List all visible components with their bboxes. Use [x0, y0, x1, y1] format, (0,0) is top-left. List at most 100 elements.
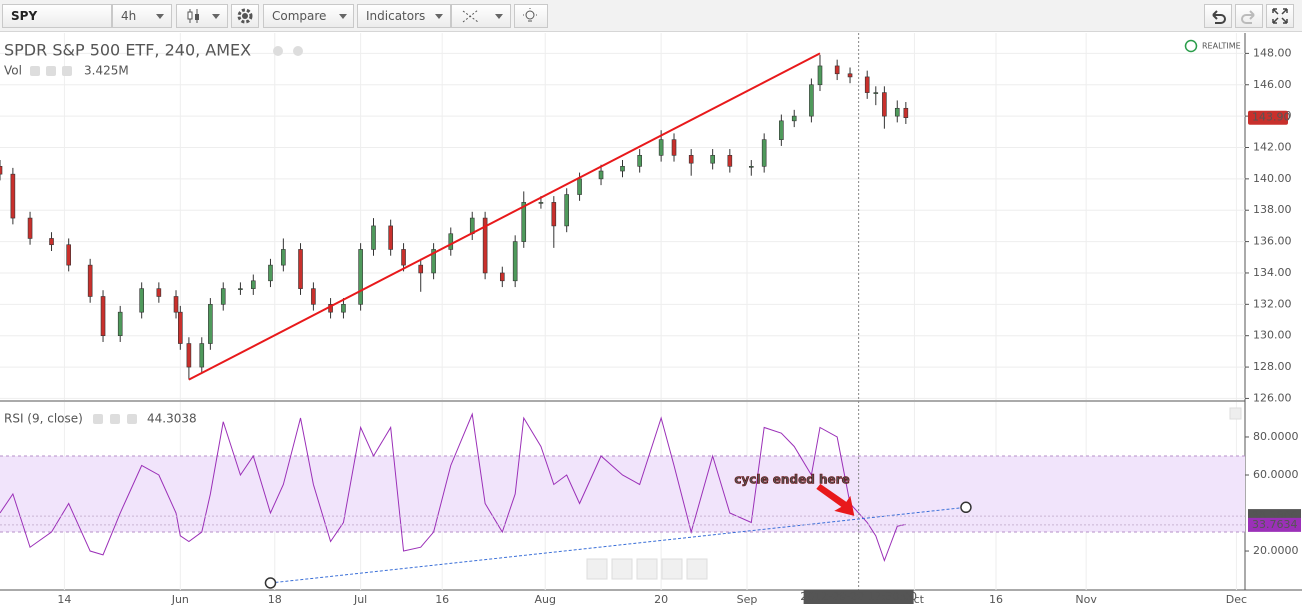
candle-body	[809, 84, 814, 117]
x-tick-label: 18	[268, 593, 282, 606]
x-tick-label: 16	[435, 593, 449, 606]
candle-body	[577, 178, 582, 195]
rsi-value: 44.3038	[147, 412, 197, 426]
y-tick-label: 128.00	[1253, 360, 1292, 373]
candle-body	[482, 217, 488, 274]
compare: Compare	[272, 9, 327, 23]
candle-body	[658, 139, 664, 156]
candle-body	[341, 304, 346, 313]
indicators: Indicators	[366, 9, 426, 23]
rsi-band	[0, 455, 1245, 533]
x-tick-label: Aug	[534, 593, 555, 606]
candle-body	[178, 311, 183, 344]
candle-body	[817, 65, 823, 86]
y-tick-label: 140.00	[1253, 172, 1292, 185]
candle-body	[598, 170, 604, 180]
navigation-bar	[586, 558, 708, 580]
last-price-tag	[1248, 110, 1288, 125]
candle-body	[208, 304, 213, 344]
candle-body	[637, 155, 642, 167]
redo-icon	[1241, 10, 1255, 24]
x-tick-label: Nov	[1075, 593, 1097, 606]
drawing-tools[interactable]	[451, 4, 511, 28]
candle-body	[238, 288, 243, 290]
chart-style[interactable]	[176, 4, 228, 28]
realtime-label: REALTIME	[1202, 42, 1241, 51]
legend-icon	[46, 66, 56, 76]
y-tick-label: 142.00	[1253, 140, 1292, 153]
caret	[435, 14, 443, 19]
legend-icon	[273, 46, 283, 56]
candle-body	[371, 225, 376, 250]
candle-body	[864, 76, 870, 93]
candle-body	[10, 173, 16, 219]
candle-body	[186, 343, 192, 368]
candle-body	[834, 65, 840, 75]
caret	[495, 14, 503, 19]
ideas[interactable]	[514, 4, 548, 28]
y-tick-label: 146.00	[1253, 78, 1292, 91]
y-tick-label: 148.00	[1253, 46, 1292, 59]
volume-label: Vol	[4, 64, 22, 78]
y-tick-label: 130.00	[1253, 329, 1292, 342]
candle-body	[100, 296, 106, 336]
rsi-title: RSI (9, close)	[4, 412, 83, 426]
candle-body	[779, 120, 784, 140]
x-tick-label: Jul	[353, 593, 367, 606]
candle-body	[620, 166, 625, 172]
trend-line	[270, 506, 967, 584]
nav-button[interactable]	[586, 558, 608, 580]
candle-body	[791, 115, 797, 122]
candle-body	[564, 194, 569, 227]
candle-body	[847, 73, 853, 78]
indicators-button[interactable]: Indicators	[357, 4, 451, 28]
fullscreen[interactable]	[1266, 4, 1294, 28]
symbol-input[interactable]: SPY	[2, 4, 112, 28]
price-tag-label: 33.7634	[1252, 518, 1298, 531]
interval-select[interactable]: 4h	[112, 4, 172, 28]
candle-body	[0, 166, 3, 175]
candle-body	[139, 288, 144, 313]
annotation-arrow	[816, 483, 855, 516]
realtime-icon	[1184, 39, 1198, 53]
candle-body	[49, 238, 54, 246]
candle-body	[671, 139, 677, 156]
bulb	[523, 8, 537, 22]
candle-body	[281, 249, 286, 266]
trend-handle	[264, 577, 277, 589]
candle-body	[521, 202, 527, 242]
nav-button[interactable]	[661, 558, 683, 580]
caret	[212, 14, 220, 19]
nav-button[interactable]	[686, 558, 708, 580]
candle-body	[220, 288, 226, 305]
y-tick-label: 134.00	[1253, 266, 1292, 279]
candle-body	[882, 92, 887, 117]
panel-maximize	[1229, 407, 1242, 420]
undo[interactable]	[1204, 4, 1232, 28]
candle-body	[512, 241, 518, 282]
candle-body	[27, 217, 33, 239]
settings[interactable]	[231, 4, 259, 28]
legend-icon	[293, 46, 303, 56]
compare-button[interactable]: Compare	[263, 4, 354, 28]
crosshair-tag	[803, 590, 914, 604]
legend-icon	[110, 414, 120, 424]
nav-button[interactable]	[636, 558, 658, 580]
candle-body	[156, 288, 162, 297]
candle-body	[903, 107, 909, 118]
nav-button[interactable]	[611, 558, 633, 580]
draw-icon	[462, 9, 479, 23]
gear	[237, 8, 253, 24]
last-price-label: 143.90	[1252, 111, 1291, 124]
candle-body	[311, 288, 316, 305]
candle-body	[761, 139, 767, 167]
candle-body	[551, 202, 557, 227]
candle-body	[873, 92, 879, 94]
redo[interactable]	[1235, 4, 1263, 28]
trend-line	[188, 52, 821, 381]
candle-body	[401, 249, 406, 266]
x-tick-label: 14	[57, 593, 71, 606]
y-tick-label: 136.00	[1253, 235, 1292, 248]
